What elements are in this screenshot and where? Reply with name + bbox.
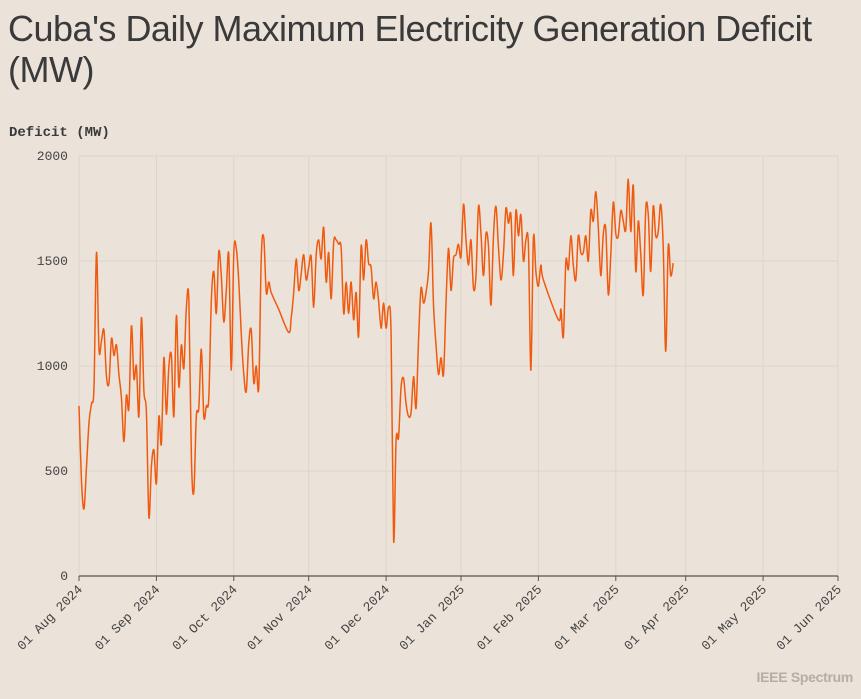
y-axis-ticks: 0 500 1000 1500 2000 — [37, 149, 68, 584]
y-tick-label: 500 — [45, 464, 68, 479]
x-tick-label: 01 Dec 2024 — [322, 582, 393, 653]
x-tick-label: 01 Feb 2025 — [474, 582, 545, 653]
x-tick-label: 01 Jun 2025 — [774, 582, 845, 653]
x-tick-label: 01 Apr 2025 — [621, 582, 692, 653]
y-tick-label: 2000 — [37, 149, 68, 164]
x-tick-label: 01 Oct 2024 — [169, 582, 240, 653]
x-tick-label: 01 May 2025 — [699, 582, 770, 653]
y-tick-label: 1000 — [37, 359, 68, 374]
series-line-deficit — [78, 178, 674, 544]
x-tick-label: 01 Jan 2025 — [397, 582, 468, 653]
x-tick-label: 01 Mar 2025 — [551, 582, 622, 653]
gridlines — [78, 155, 839, 576]
x-tick-label: 01 Sep 2024 — [92, 582, 163, 653]
x-tick-label: 01 Aug 2024 — [15, 582, 86, 653]
x-tick-label: 01 Nov 2024 — [244, 582, 315, 653]
y-tick-label: 0 — [60, 569, 68, 584]
y-tick-label: 1500 — [37, 254, 68, 269]
chart-title: Cuba's Daily Maximum Electricity Generat… — [8, 8, 812, 90]
x-axis-ticks: 01 Aug 2024 01 Sep 2024 01 Oct 2024 01 Nov … — [15, 576, 845, 654]
brand-logo: IEEE Spectrum — [756, 669, 854, 685]
y-axis-label: Deficit (MW) — [9, 125, 110, 141]
